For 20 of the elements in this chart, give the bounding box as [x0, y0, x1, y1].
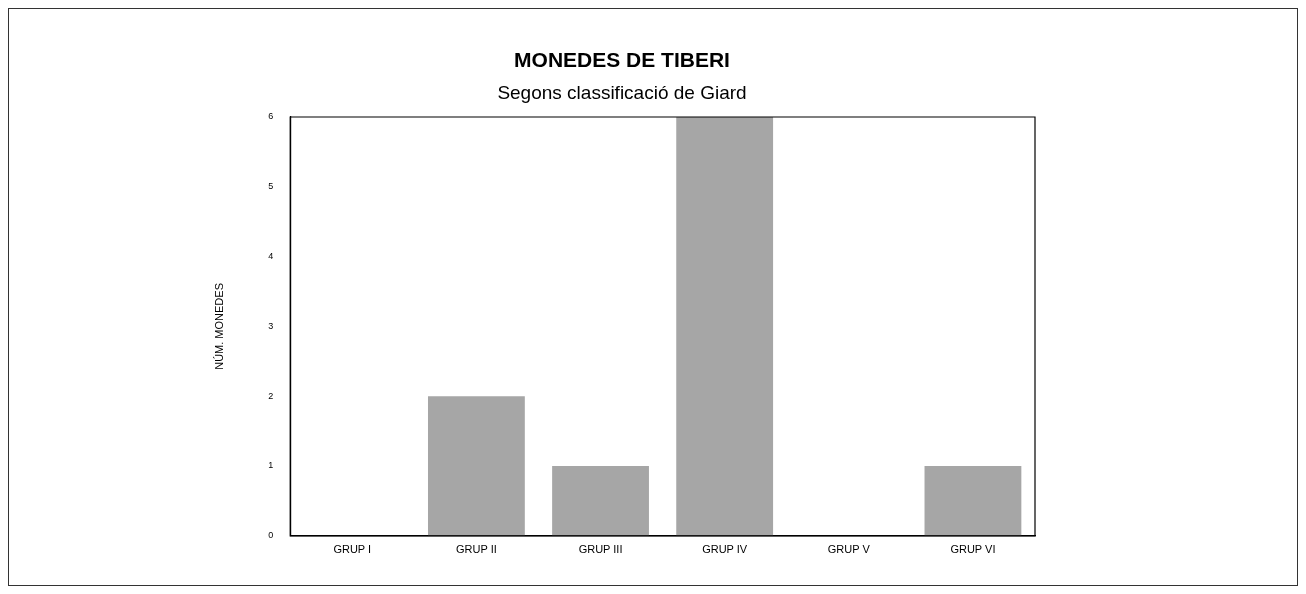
- x-tick-label: GRUP V: [827, 543, 871, 556]
- x-tick-label: GRUP III: [578, 543, 623, 556]
- y-axis-title: NÚM. MONEDES: [212, 283, 225, 370]
- bar: [924, 466, 1022, 536]
- x-tick-label: GRUP I: [333, 543, 372, 556]
- y-tick-label: 0: [268, 530, 274, 541]
- y-tick-label: 5: [268, 181, 274, 192]
- bar: [676, 117, 774, 536]
- y-tick-label: 4: [268, 251, 274, 262]
- y-tick-label: 6: [268, 111, 274, 122]
- bar: [552, 466, 649, 536]
- x-tick-label: GRUP IV: [702, 543, 748, 556]
- x-tick-label: GRUP II: [456, 543, 497, 556]
- bar: [427, 396, 525, 536]
- y-tick-label: 3: [268, 320, 274, 331]
- y-tick-label: 2: [268, 390, 274, 401]
- y-tick-label: 1: [268, 460, 274, 471]
- chart-title: MONEDES DE TIBERI: [514, 48, 730, 72]
- chart-subtitle: Segons classificació de Giard: [497, 81, 747, 103]
- x-tick-label: GRUP VI: [950, 543, 996, 556]
